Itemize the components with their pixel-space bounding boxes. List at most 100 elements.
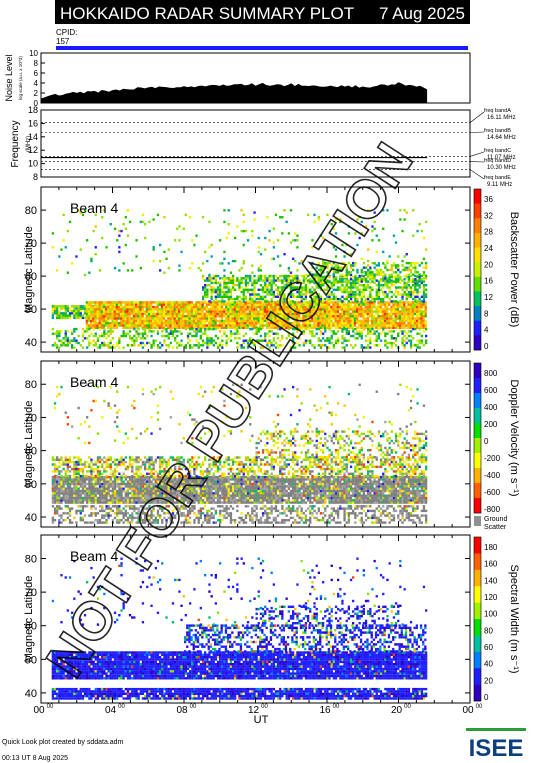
scatter-cell [315,310,318,313]
scatter-cell [366,322,369,325]
scatter-cell [231,322,234,325]
scatter-cell [195,334,198,338]
scatter-cell [225,310,228,313]
scatter-cell [64,334,67,338]
scatter-cell [139,266,142,270]
scatter-cell [90,480,93,483]
scatter-cell [360,319,363,323]
scatter-cell [291,310,294,313]
scatter-cell [332,295,335,298]
scatter-cell [227,322,230,325]
scatter-cell [394,315,397,318]
scatter-cell [128,305,131,309]
scatter-cell [94,326,97,329]
scatter-cell [197,327,200,331]
scatter-cell [390,324,393,327]
scatter-cell [208,487,211,490]
scatter-cell [116,239,119,242]
scatter-cell [180,496,183,500]
scatter-cell [392,264,396,267]
scatter-cell [283,286,286,289]
scatter-cell [278,303,281,306]
scatter-cell [199,334,202,338]
scatter-cell [220,324,224,327]
scatter-cell [259,315,262,318]
scatter-cell [115,310,118,313]
scatter-cell [229,332,233,335]
scatter-cell [384,290,387,294]
scatter-cell [272,344,275,347]
scatter-cell [51,496,54,500]
scatter-cell [384,295,387,298]
scatter-cell [366,305,369,309]
scatter-cell [322,275,325,279]
scatter-cell [412,327,415,331]
scatter-cell [358,310,361,313]
scatter-cell [201,332,205,335]
scatter-cell [360,326,363,329]
scatter-cell [113,482,117,486]
scatter-cell [195,326,198,329]
scatter-cell [109,327,112,331]
scatter-cell [144,480,147,483]
scatter-cell [188,324,191,327]
scatter-cell [386,308,389,311]
scatter-cell [126,487,130,490]
scatter-cell [367,264,370,267]
scatter-cell [351,324,354,327]
scatter-cell [161,496,164,500]
scatter-cell [242,229,245,233]
scatter-cell [268,330,271,333]
scatter-cell [382,227,385,230]
scatter-cell [343,250,346,254]
scatter-cell [79,492,82,495]
scatter-cell [86,239,89,242]
scatter-cell [58,489,61,493]
scatter-cell [208,277,211,280]
scatter-cell [377,334,381,338]
scatter-cell [107,334,110,338]
scatter-cell [319,300,323,303]
scatter-cell [87,326,91,329]
scatter-cell [64,330,67,333]
scatter-cell [120,501,123,504]
scatter-cell [169,317,172,320]
scatter-cell [242,310,245,313]
scatter-cell [199,475,202,479]
scatter-cell [362,326,365,329]
scatter-cell [223,330,226,333]
scatter-cell [283,312,286,316]
scatter-cell [405,284,408,287]
scatter-cell [141,305,144,309]
scatter-cell [144,327,147,331]
scatter-cell [411,303,414,306]
scatter-cell [85,326,88,329]
scatter-cell [369,273,372,276]
scatter-cell [193,334,196,338]
scatter-cell [223,310,226,313]
scatter-cell [341,300,344,303]
scatter-cell [90,478,93,481]
scatter-cell [263,308,266,311]
scatter-cell [369,290,372,294]
scatter-cell [409,295,413,298]
scatter-cell [218,308,221,311]
scatter-cell [341,278,344,281]
scatter-cell [139,220,142,224]
scatter-cell [131,482,134,486]
scatter-cell [235,317,239,320]
scatter-cell [205,308,209,311]
scatter-cell [158,301,161,304]
scatter-cell [98,492,102,495]
scatter-cell [285,281,288,285]
scatter-cell [382,209,385,212]
scatter-cell [268,341,271,345]
scatter-cell [272,332,275,335]
scatter-cell [322,271,325,274]
scatter-cell [371,288,374,291]
scatter-cell [212,300,215,303]
scatter-cell [403,308,406,311]
scatter-cell [233,317,236,320]
scatter-cell [107,315,110,318]
scatter-cell [212,303,215,306]
